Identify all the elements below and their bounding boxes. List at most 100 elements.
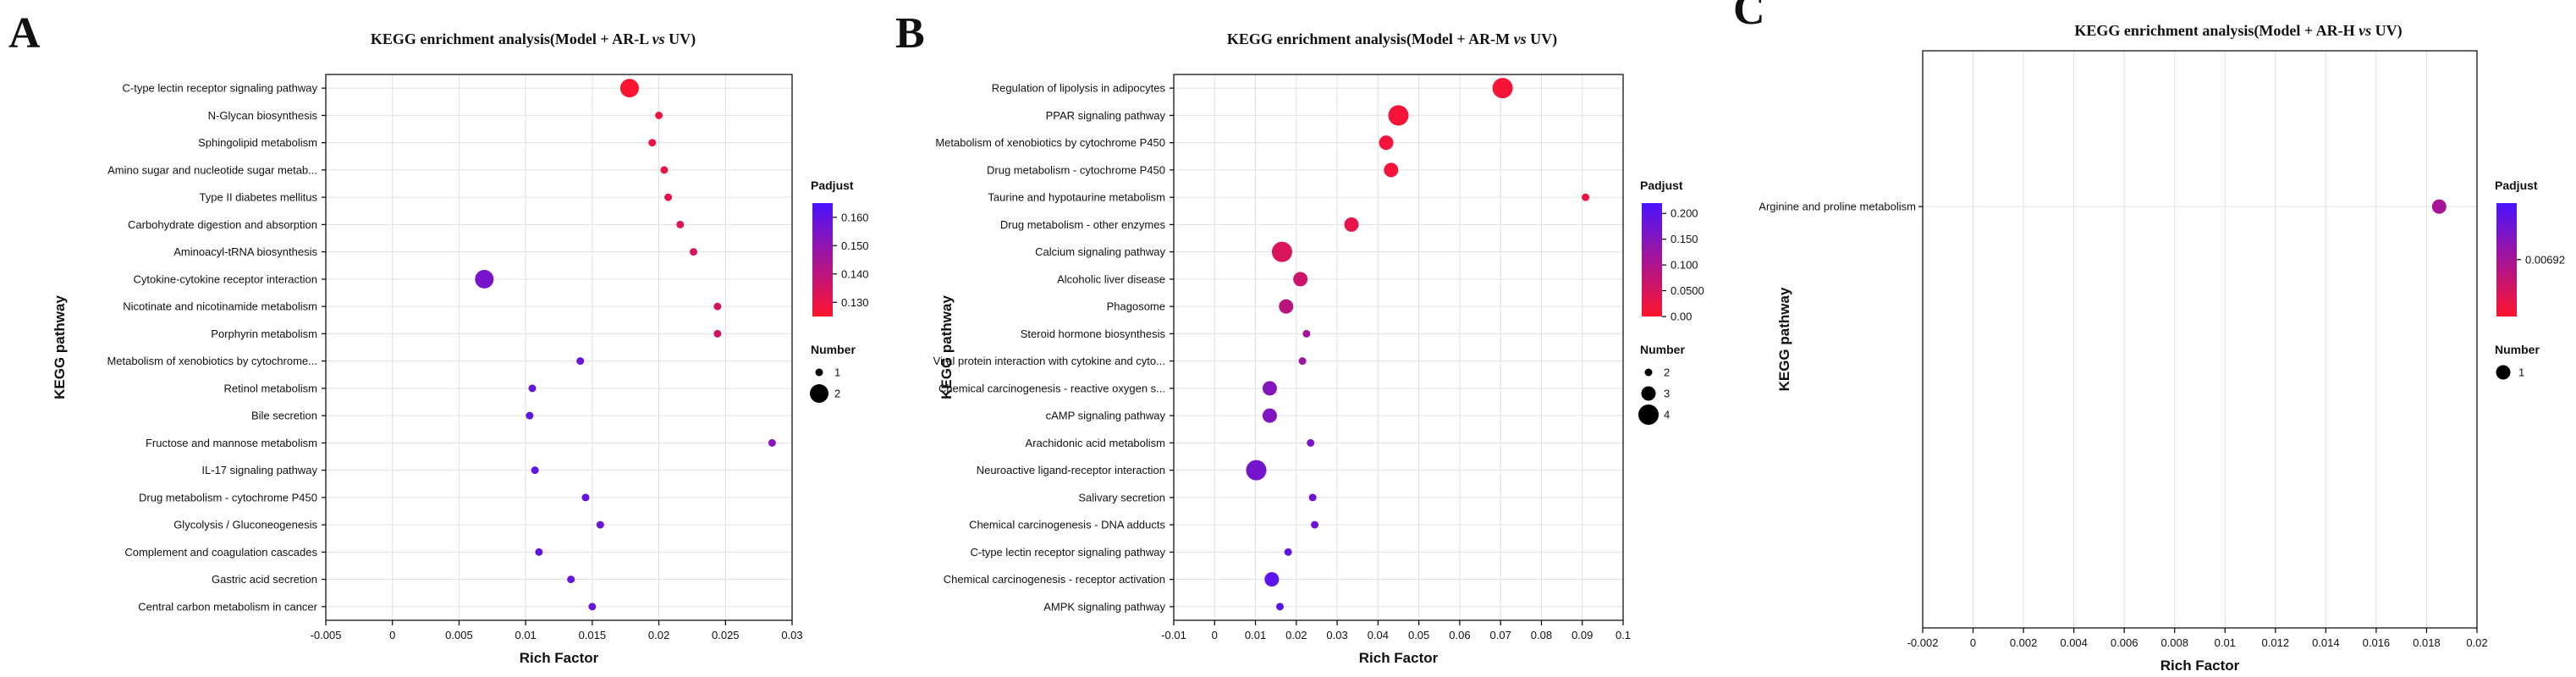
title-part: KEGG enrichment analysis(Model + AR-H [2074, 22, 2359, 40]
data-point [660, 166, 669, 174]
size-legend-dot [810, 384, 828, 403]
pathway-label: Carbohydrate digestion and absorption [128, 218, 317, 231]
x-tick-label: 0.004 [2060, 636, 2088, 649]
chart-title: KEGG enrichment analysis(Model + AR-H vs… [2074, 22, 2402, 40]
x-tick-label: -0.002 [1907, 636, 1939, 649]
pathway-label: Metabolism of xenobiotics by cytochrome … [935, 136, 1165, 149]
chart-panel-a: A KEGG enrichment analysis(Model + AR-L v… [8, 9, 869, 666]
x-tick-label: -0.005 [311, 629, 342, 641]
chart-title: KEGG enrichment analysis(Model + AR-M vs… [1227, 30, 1557, 48]
color-tick-label: 0.100 [1671, 259, 1698, 272]
data-point [1279, 299, 1294, 314]
pathway-label: Central carbon metabolism in cancer [138, 600, 317, 613]
data-point [713, 302, 722, 311]
pathway-label: Aminoacyl-tRNA biosynthesis [173, 245, 317, 258]
title-part: vs [652, 30, 665, 47]
pathway-label: C-type lectin receptor signaling pathway [970, 546, 1165, 559]
title-part: KEGG enrichment analysis(Model + AR-M [1227, 30, 1514, 48]
title-part: vs [2359, 22, 2371, 39]
panel-letter: A [8, 9, 41, 58]
plot-frame [325, 74, 793, 621]
pathway-label: Calcium signaling pathway [1035, 245, 1165, 258]
pathway-label: IL-17 signaling pathway [201, 464, 317, 476]
x-tick-label: 0.07 [1490, 629, 1511, 641]
x-tick-label: 0.025 [712, 629, 740, 641]
pathway-label: N-Glycan biosynthesis [208, 109, 318, 122]
color-bar [812, 203, 833, 316]
x-tick-label: 0.04 [1368, 629, 1389, 641]
size-legend-title: Number [811, 343, 856, 356]
pathway-label: Drug metabolism - cytochrome P450 [139, 491, 317, 504]
x-tick-label: 0 [389, 629, 395, 641]
pathway-label: Arginine and proline metabolism [1759, 201, 1916, 213]
x-axis-title: Rich Factor [520, 650, 599, 666]
color-legend-title: Padjust [2495, 179, 2538, 192]
pathway-label: Retinol metabolism [223, 382, 317, 394]
data-point [1311, 520, 1319, 529]
data-point [713, 329, 722, 338]
color-tick-label: 0.0500 [1671, 284, 1704, 297]
x-tick-label: 0.1 [1616, 629, 1631, 641]
data-point [588, 603, 597, 611]
data-point [1384, 162, 1399, 178]
x-tick-label: 0 [1970, 636, 1976, 649]
data-point [619, 79, 639, 98]
pathway-label: Metabolism of xenobiotics by cytochrome.… [107, 355, 317, 367]
data-point [655, 111, 663, 119]
pathway-label: Nicotinate and nicotinamide metabolism [123, 300, 317, 313]
data-point [535, 548, 543, 556]
data-point [1264, 572, 1280, 587]
pathway-label: Chemical carcinogenesis - receptor activ… [944, 573, 1165, 586]
panel-letter: C [1733, 0, 1765, 34]
data-point [648, 139, 657, 147]
pathway-label: Phagosome [1107, 300, 1165, 313]
size-legend-title: Number [1640, 343, 1685, 356]
pathway-label: Steroid hormone biosynthesis [1021, 327, 1166, 340]
data-point [1307, 438, 1315, 447]
pathway-label: Type II diabetes mellitus [200, 191, 318, 204]
size-legend-dot [1641, 386, 1656, 401]
data-point [676, 220, 685, 228]
size-legend-dot [815, 368, 823, 377]
pathway-label: Glycolysis / Gluconeogenesis [173, 519, 317, 531]
chart-title: KEGG enrichment analysis(Model + AR-L vs… [371, 30, 696, 48]
title-part: UV) [665, 30, 696, 48]
data-point [1344, 217, 1359, 232]
pathway-label: Fructose and mannose metabolism [146, 437, 317, 449]
data-point [596, 520, 604, 529]
data-point [526, 411, 534, 420]
x-tick-label: 0.02 [1285, 629, 1307, 641]
pathway-label: Porphyrin metabolism [211, 327, 317, 340]
data-point [1302, 329, 1311, 338]
y-axis-title: KEGG pathway [1776, 287, 1792, 391]
x-tick-label: 0.002 [2010, 636, 2038, 649]
pathway-label: Cytokine-cytokine receptor interaction [134, 272, 318, 285]
size-legend-label: 4 [1664, 409, 1670, 421]
pathway-label: Salivary secretion [1078, 491, 1165, 504]
x-tick-label: 0.05 [1408, 629, 1429, 641]
plot-frame [1173, 74, 1624, 621]
data-point [475, 269, 494, 289]
x-tick-label: 0.09 [1571, 629, 1593, 641]
size-legend-label: 1 [834, 366, 840, 379]
size-legend-dot [1638, 405, 1659, 425]
data-point [1262, 408, 1277, 423]
data-point [531, 466, 539, 475]
x-tick-label: 0.01 [515, 629, 536, 641]
x-tick-label: -0.01 [1161, 629, 1186, 641]
x-tick-label: 0.006 [2111, 636, 2138, 649]
size-legend-dot [2496, 365, 2511, 380]
x-tick-label: 0.018 [2413, 636, 2441, 649]
size-legend-label: 2 [1664, 366, 1670, 379]
data-point [1298, 357, 1307, 366]
x-tick-label: 0.01 [2215, 636, 2236, 649]
y-axis-title: KEGG pathway [52, 295, 68, 399]
color-tick-label: 0.00 [1671, 311, 1692, 323]
data-point [1262, 381, 1277, 396]
title-part: KEGG enrichment analysis(Model + AR-L [371, 30, 652, 48]
x-tick-label: 0.02 [648, 629, 669, 641]
pathway-label: Gastric acid secretion [212, 573, 317, 586]
pathway-label: AMPK signaling pathway [1043, 600, 1165, 613]
x-tick-label: 0.005 [445, 629, 473, 641]
panel-letter: B [895, 9, 925, 58]
